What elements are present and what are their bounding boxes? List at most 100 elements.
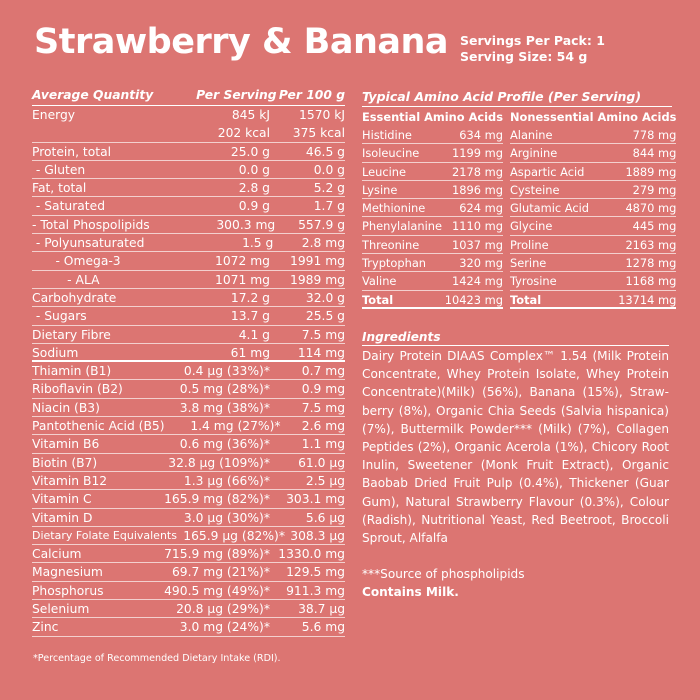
nutrient-name — [32, 124, 135, 141]
per-100g-value: 0.7 mg — [301, 364, 345, 379]
per-100g-value: 38.7 µg — [298, 602, 345, 617]
amino-name: Tyrosine — [509, 274, 557, 289]
amino-row: Tryptophan 320 mg — [362, 254, 503, 273]
per-serving-value: 1.5 g — [242, 236, 274, 251]
nutrient-name: Calcium — [32, 547, 82, 562]
amino-row: Glycine 445 mg — [509, 217, 677, 236]
amino-amount: 634 mg — [459, 128, 503, 142]
amino-title: Typical Amino Acid Profile (Per Serving) — [362, 89, 672, 107]
nutrition-row: Protein, total 25.0 g 46.5 g — [32, 143, 345, 161]
amino-name: Leucine — [362, 164, 407, 179]
nutrition-row: - Sugars 13.7 g 25.5 g — [32, 307, 345, 326]
per-serving-value: 20.8 µg (29%)* — [176, 602, 270, 617]
essential-header: Essential Amino Acids — [362, 110, 503, 124]
nutrient-name: Fat, total — [32, 181, 87, 196]
header-per-serving: Per Serving — [196, 88, 277, 102]
amino-amount: 1889 mg — [625, 164, 677, 179]
nutrient-name: Riboflavin (B2) — [32, 382, 123, 397]
amino-row: Glutamic Acid 4870 mg — [509, 199, 677, 218]
nutrition-row: - Omega-3 1072 mg 1991 mg — [32, 252, 345, 271]
amino-name: Valine — [362, 274, 397, 289]
per-serving-value: 202 kcal — [217, 126, 270, 141]
nutrient-name: Zinc — [32, 620, 59, 635]
ingredients-section: Ingredients Dairy Protein DIAAS Complex™… — [362, 329, 669, 602]
allergen-statement: Contains Milk. — [362, 585, 459, 600]
amino-amount: 624 mg — [459, 201, 503, 216]
amino-amount: 1896 mg — [452, 182, 503, 197]
amino-name: Alanine — [509, 128, 553, 142]
amino-row: Phenylalanine 1110 mg — [362, 217, 503, 236]
phospholipid-source: ***Source of phospholipids — [362, 567, 525, 582]
servings-per-pack: Servings Per Pack: 1 — [460, 33, 605, 48]
amino-name: Aspartic Acid — [509, 164, 585, 179]
per-serving-value: 1072 mg — [215, 254, 270, 269]
rdi-footnote: *Percentage of Recommended Dietary Intak… — [33, 653, 281, 664]
amino-row: Leucine 2178 mg — [362, 163, 503, 181]
nutrient-name: Energy — [32, 108, 76, 122]
amino-row: Isoleucine 1199 mg — [362, 144, 503, 163]
nutrient-name: - Polyunsaturated — [32, 236, 145, 251]
nutrition-row: Riboflavin (B2) 0.5 mg (28%)* 0.9 mg — [32, 380, 345, 399]
per-serving-value: 1.3 µg (66%)* — [183, 473, 270, 488]
per-serving-value: 845 kJ — [231, 108, 270, 122]
amino-row: Histidine 634 mg — [362, 126, 503, 145]
nutrient-name: - ALA — [32, 272, 100, 287]
nutrition-row: Zinc 3.0 mg (24%)* 5.6 mg — [32, 618, 345, 637]
amino-name: Total — [509, 292, 542, 307]
per-serving-value: 165.9 mg (82%)* — [164, 492, 270, 507]
nutrient-name: Vitamin C — [32, 492, 92, 507]
amino-amount: 10423 mg — [444, 292, 503, 307]
per-100g-value: 61.0 µg — [298, 455, 345, 470]
nutrition-row: - ALA 1071 mg 1989 mg — [32, 271, 345, 289]
per-100g-value: 1991 mg — [290, 254, 345, 269]
nutrient-name: - Gluten — [32, 162, 86, 177]
product-title: Strawberry & Banana — [34, 22, 449, 62]
nutrient-name: Phosphorus — [32, 583, 104, 598]
per-100g-value: 303.1 mg — [286, 492, 345, 507]
amino-row: Proline 2163 mg — [509, 236, 677, 255]
amino-name: Methionine — [362, 201, 426, 216]
amino-name: Phenylalanine — [362, 219, 442, 234]
nutrition-row: - Polyunsaturated 1.5 g 2.8 mg — [32, 234, 345, 253]
amino-name: Total — [362, 292, 394, 307]
per-100g-value: 2.8 mg — [301, 236, 345, 251]
nutrition-row: Vitamin C 165.9 mg (82%)* 303.1 mg — [32, 490, 345, 509]
amino-amount: 778 mg — [632, 128, 677, 142]
amino-name: Serine — [509, 256, 547, 271]
amino-row: Tyrosine 1168 mg — [509, 272, 677, 291]
nutrient-name: Thiamin (B1) — [32, 364, 112, 379]
amino-amount: 4870 mg — [625, 201, 677, 216]
amino-total-row: Total 13714 mg — [509, 291, 677, 309]
per-100g-value: 308.3 µg — [290, 528, 345, 543]
amino-row: Lysine 1896 mg — [362, 181, 503, 200]
essential-amino-acids: Essential Amino Acids Histidine 634 mg Iso… — [362, 107, 503, 309]
per-serving-value: 300.3 mg — [216, 217, 276, 232]
serving-size: Serving Size: 54 g — [460, 49, 588, 64]
per-100g-value: 114 mg — [297, 345, 345, 360]
per-serving-value: 165.9 µg (82%)* — [183, 528, 285, 543]
amino-name: Threonine — [362, 237, 420, 252]
nutrition-row: Phosphorus 490.5 mg (49%)* 911.3 mg — [32, 582, 345, 601]
amino-name: Lysine — [362, 182, 398, 197]
nutrient-name: Sodium — [32, 345, 79, 360]
per-100g-value: 911.3 mg — [286, 583, 345, 598]
per-100g-value: 5.2 g — [313, 181, 345, 196]
per-serving-value: 0.6 mg (36%)* — [179, 437, 270, 452]
per-serving-value: 0.9 g — [238, 199, 270, 214]
per-serving-value: 1.4 mg (27%)* — [190, 419, 281, 434]
per-100g-value: 129.5 mg — [286, 565, 345, 580]
per-100g-value: 46.5 g — [305, 144, 345, 159]
nutrition-row: Thiamin (B1) 0.4 µg (33%)* 0.7 mg — [32, 362, 345, 381]
amino-row: Serine 1278 mg — [509, 254, 677, 273]
amino-amount: 445 mg — [632, 219, 677, 234]
amino-name: Proline — [509, 237, 549, 252]
nutrient-name: Selenium — [32, 602, 90, 617]
amino-amount: 13714 mg — [618, 292, 677, 307]
per-serving-value: 13.7 g — [230, 309, 270, 324]
per-100g-value: 1989 mg — [290, 272, 345, 287]
per-serving-value: 3.0 µg (30%)* — [183, 510, 270, 525]
ingredients-title: Ingredients — [362, 329, 669, 346]
amino-amount: 1110 mg — [452, 219, 503, 234]
nutrition-row: Sodium 61 mg 114 mg — [32, 344, 345, 363]
nutrient-name: Protein, total — [32, 144, 112, 159]
